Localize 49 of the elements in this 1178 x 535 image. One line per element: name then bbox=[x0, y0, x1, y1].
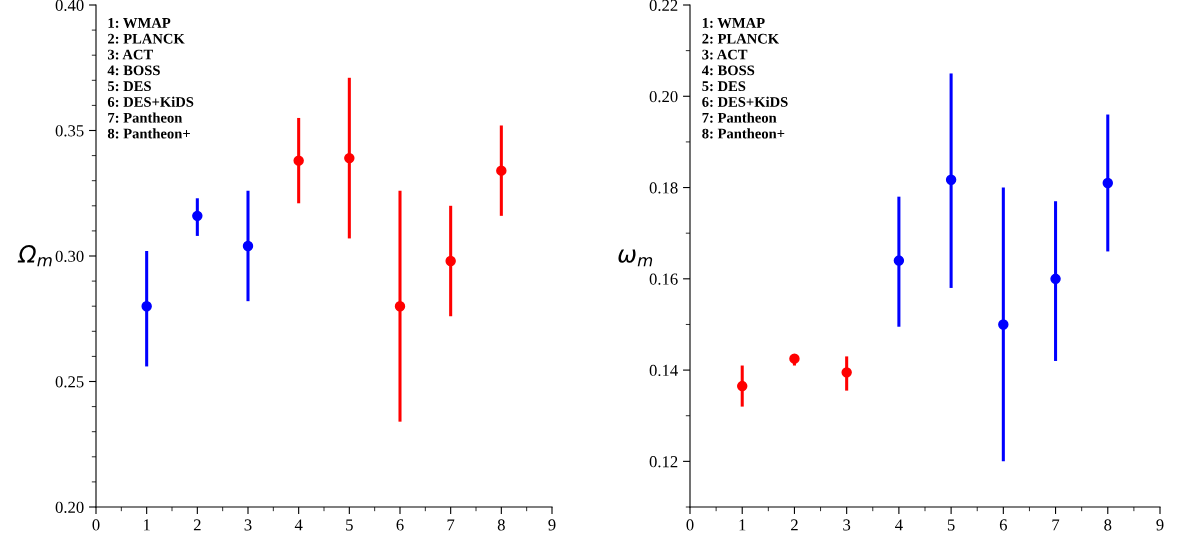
annotation: 5: DES bbox=[107, 81, 151, 92]
annotation: 7: Pantheon bbox=[108, 112, 183, 123]
y-tick-label: 0.20 bbox=[55, 501, 84, 514]
annotation: 1: WMAP bbox=[108, 18, 171, 28]
annotation: 6: DES+KiDS bbox=[107, 96, 194, 107]
annotation: 2: PLANCK bbox=[108, 33, 185, 44]
x-tick-label: 2 bbox=[791, 519, 798, 531]
x-tick-label: 7 bbox=[447, 519, 455, 531]
x-tick-label: 0 bbox=[92, 519, 100, 531]
y-tick-label: 0.30 bbox=[55, 250, 84, 263]
x-tick-label: 7 bbox=[1052, 519, 1060, 531]
y-tick-label: 0.35 bbox=[55, 125, 84, 137]
annotation: 7: Pantheon bbox=[702, 112, 777, 123]
y-tick-label: 0.16 bbox=[649, 273, 678, 285]
annotation: 8: Pantheon+ bbox=[702, 128, 785, 139]
annotation: 3: ACT bbox=[702, 49, 748, 60]
x-tick-label: 1 bbox=[739, 519, 746, 531]
x-tick-label: 8 bbox=[497, 519, 505, 531]
x-tick-label: 1 bbox=[143, 519, 150, 531]
x-tick-label: 3 bbox=[843, 519, 851, 531]
annotation: 2: PLANCK bbox=[702, 33, 779, 44]
y-tick-label: 0.40 bbox=[55, 0, 84, 12]
y-tick-label: 0.25 bbox=[55, 376, 84, 388]
y-axis-title: ω$_{m}$ bbox=[618, 249, 653, 267]
annotation: 3: ACT bbox=[107, 49, 153, 60]
annotation: 8: Pantheon+ bbox=[107, 128, 190, 139]
annotation: 1: WMAP bbox=[702, 18, 765, 28]
x-tick-label: 6 bbox=[999, 519, 1007, 531]
y-tick-label: 0.22 bbox=[649, 0, 678, 12]
y-tick-label: 0.12 bbox=[649, 456, 678, 468]
x-tick-label: 4 bbox=[294, 519, 303, 531]
annotation: 6: DES+KiDS bbox=[702, 96, 788, 107]
x-tick-label: 3 bbox=[244, 519, 252, 531]
x-tick-label: 6 bbox=[396, 519, 404, 531]
annotation: 4: BOSS bbox=[107, 65, 160, 76]
x-tick-label: 9 bbox=[1156, 519, 1164, 531]
x-tick-label: 0 bbox=[686, 519, 694, 531]
x-tick-label: 8 bbox=[1104, 519, 1112, 531]
annotation: 5: DES bbox=[702, 81, 746, 92]
y-tick-label: 0.14 bbox=[649, 364, 678, 377]
annotation: 4: BOSS bbox=[701, 65, 755, 76]
y-tick-label: 0.18 bbox=[649, 182, 678, 194]
x-tick-label: 5 bbox=[346, 519, 353, 531]
y-axis-title: Ω$_{m}$ bbox=[17, 245, 52, 267]
x-tick-label: 2 bbox=[193, 519, 201, 531]
x-tick-label: 5 bbox=[947, 519, 955, 531]
y-tick-label: 0.20 bbox=[649, 90, 678, 103]
x-tick-label: 9 bbox=[548, 519, 556, 531]
x-tick-label: 4 bbox=[895, 519, 903, 531]
